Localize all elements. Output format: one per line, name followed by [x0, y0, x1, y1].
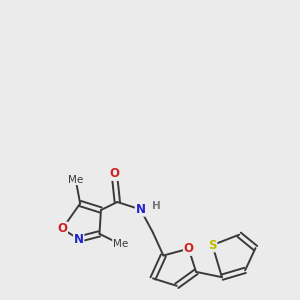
Text: S: S — [208, 238, 217, 252]
Text: H: H — [152, 202, 160, 212]
Text: Me: Me — [68, 175, 83, 185]
Text: N: N — [74, 233, 84, 246]
Text: N: N — [136, 203, 146, 216]
Text: O: O — [109, 167, 119, 180]
Text: O: O — [57, 222, 67, 235]
Text: O: O — [184, 242, 194, 255]
Text: Me: Me — [113, 239, 128, 249]
